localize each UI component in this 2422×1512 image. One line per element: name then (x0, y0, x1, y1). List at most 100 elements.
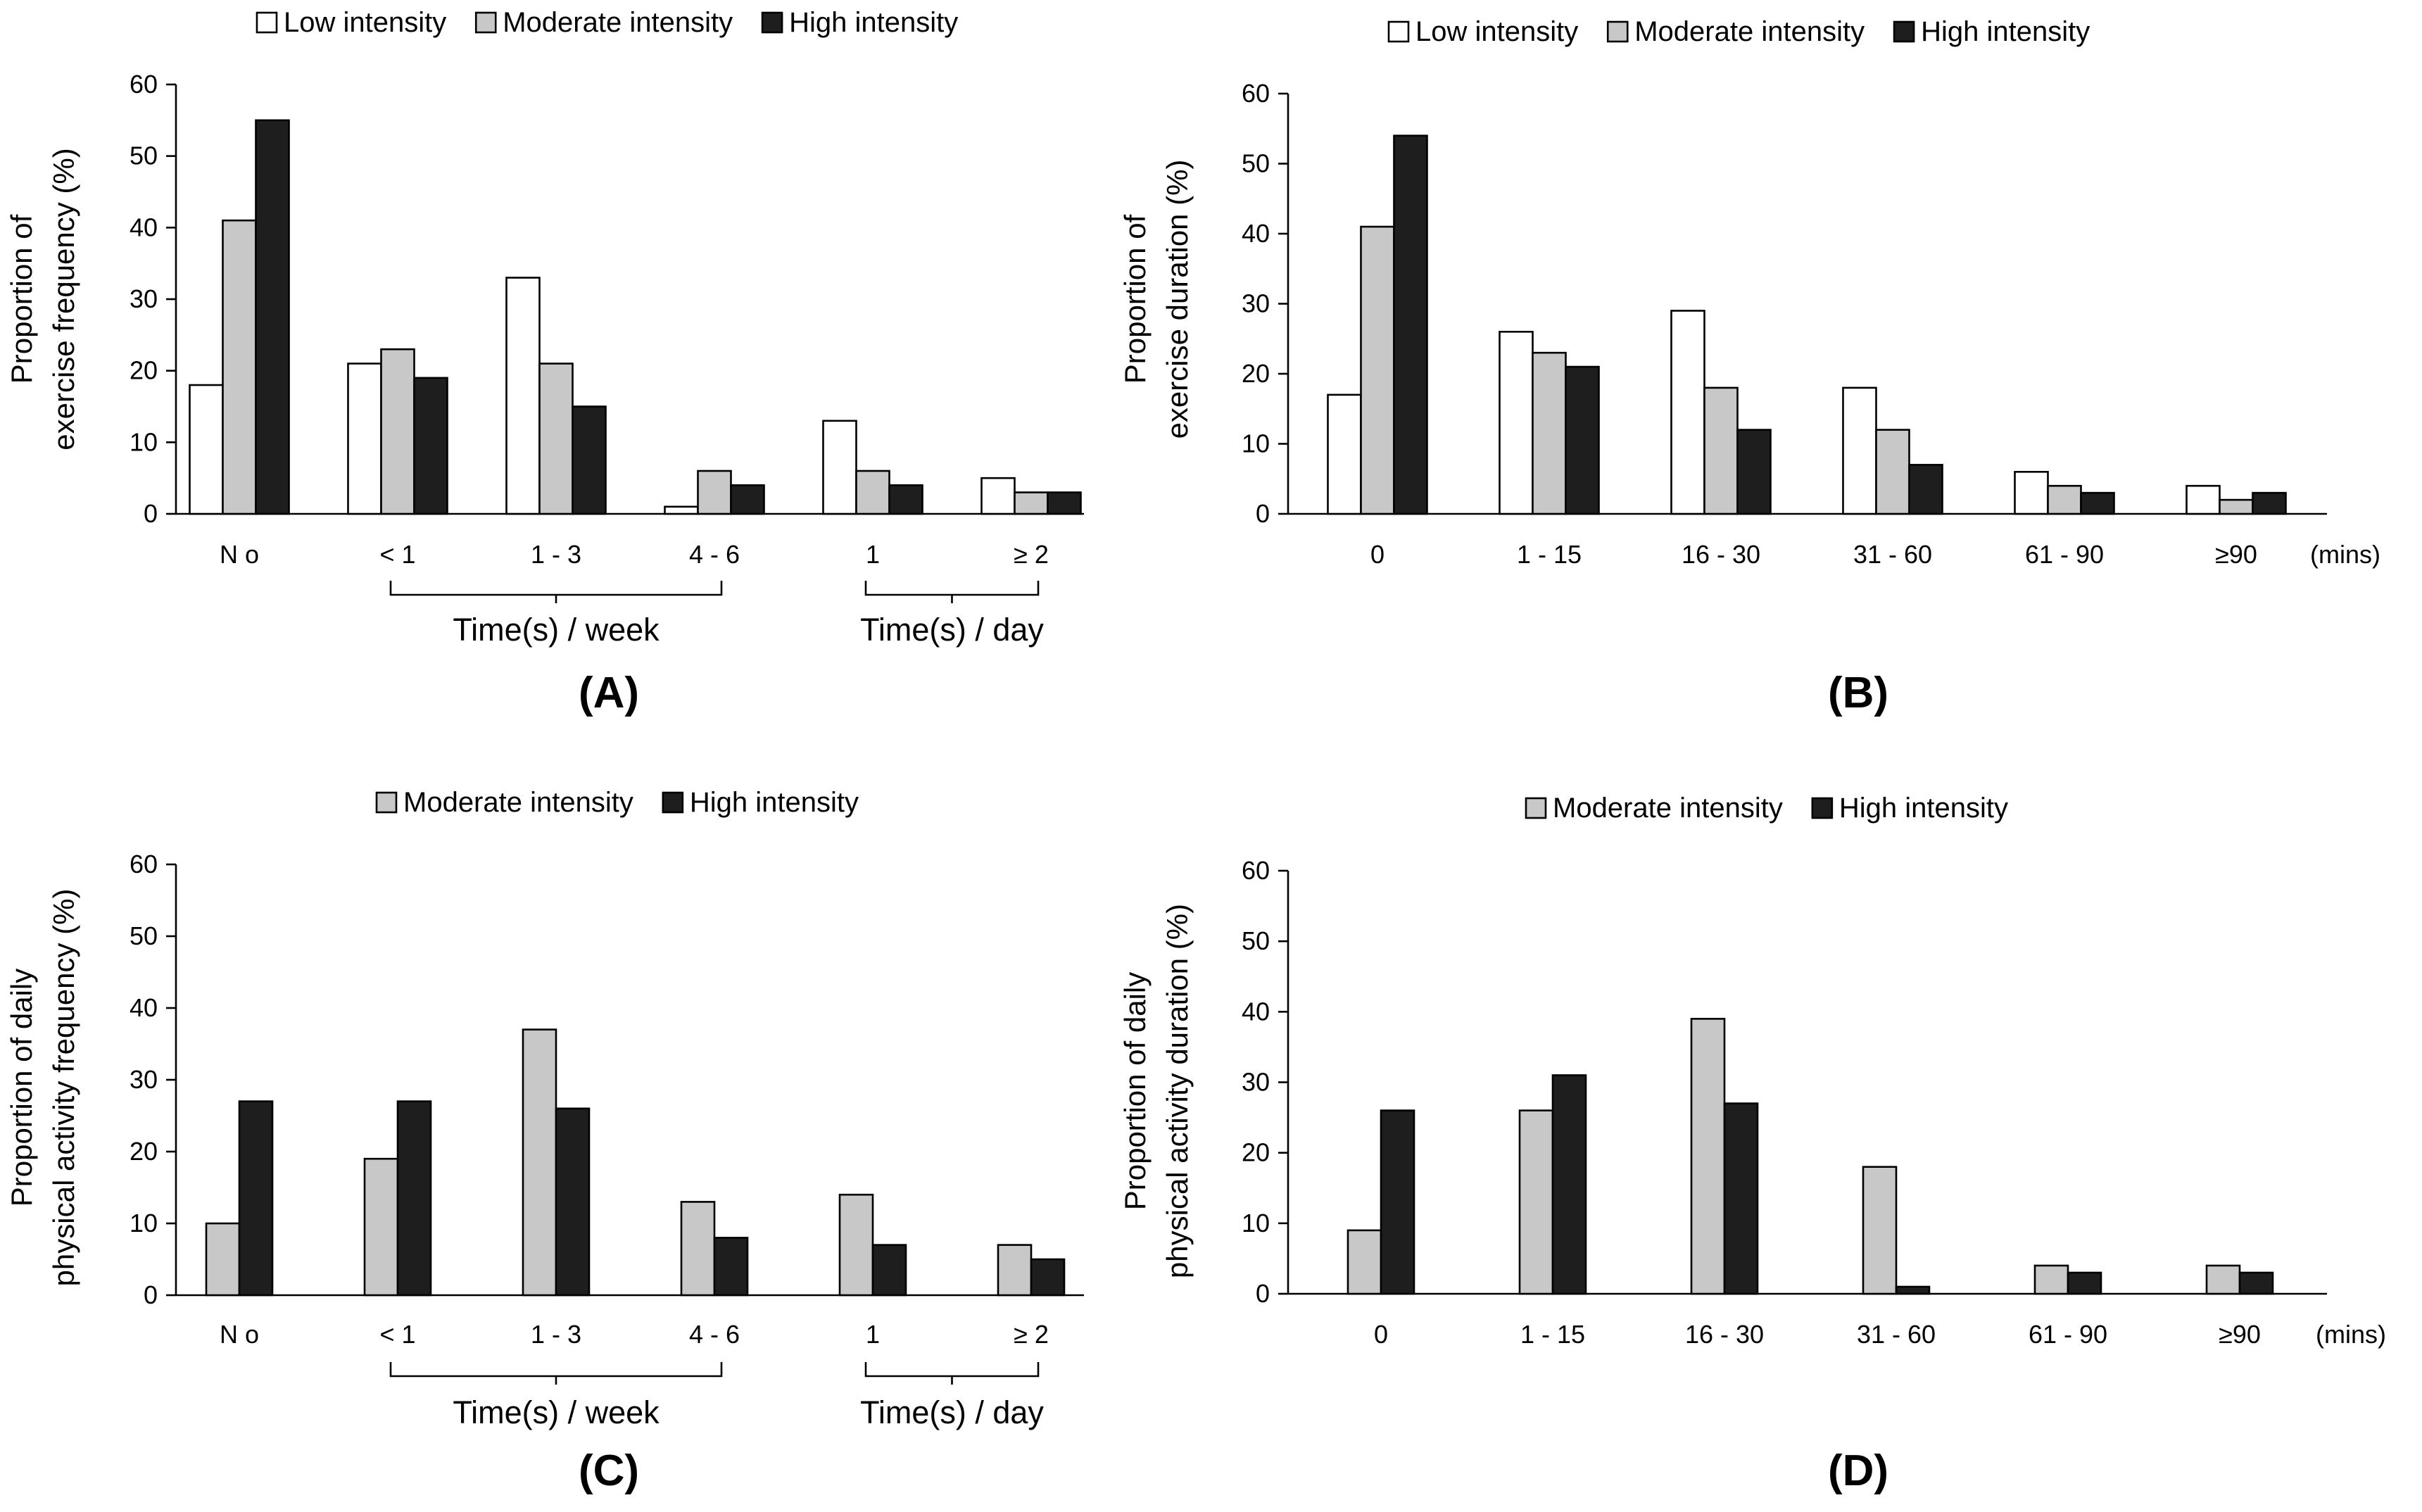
y-axis: 0 10 20 30 40 50 60 (1242, 856, 1289, 1308)
bracket-line (389, 581, 723, 603)
x-tick-label: ≥ 2 (1014, 540, 1049, 569)
chart-a: Low intensity Moderate intensity High inte… (5, 7, 1084, 717)
y-axis-label-line2: physical activity duration (%) (1161, 904, 1194, 1278)
panel-label: (B) (1828, 669, 1888, 717)
bar-high-intensity (1551, 1074, 1587, 1295)
y-tick-label: 0 (144, 499, 158, 528)
y-axis-label: Proportion of daily physical activity dur… (1118, 904, 1194, 1278)
bar-high-intensity (1030, 1258, 1066, 1297)
group-bracket: Time(s) / day (860, 1362, 1044, 1430)
y-tick-label: 0 (1256, 499, 1270, 528)
y-tick-label: 30 (130, 1065, 158, 1094)
bar-high-intensity (730, 484, 765, 515)
y-axis-label: Proportion of exercise frequency (%) (5, 148, 80, 451)
legend-item: Moderate intensity (474, 7, 733, 38)
x-tick-label: 4 - 6 (689, 540, 740, 569)
bar-high-intensity (396, 1100, 432, 1297)
y-axis-label: Proportion of exercise duration (%) (1118, 160, 1194, 439)
legend-swatch (1606, 20, 1629, 43)
y-tick-label: 50 (1242, 926, 1270, 955)
y-tick-label: 0 (1256, 1279, 1270, 1308)
legend-item: High intensity (662, 787, 859, 818)
bar-high-intensity (1736, 429, 1772, 515)
bar-moderate-intensity (2219, 498, 2254, 515)
group-bracket: Time(s) / week (389, 581, 723, 648)
y-axis-label-line1: Proportion of daily (5, 969, 38, 1207)
y-tick-label: 40 (130, 213, 158, 241)
bar-low-intensity (980, 477, 1016, 515)
y-tick-label: 10 (130, 1209, 158, 1237)
bar-moderate-intensity (522, 1028, 557, 1297)
bar-moderate-intensity (855, 470, 890, 515)
y-tick-label: 60 (130, 70, 158, 99)
group-bracket: Time(s) / day (860, 581, 1044, 648)
legend-item: High intensity (1811, 793, 2008, 824)
x-tick-label: 61 - 90 (2025, 540, 2104, 569)
bar-high-intensity (1908, 464, 1943, 515)
bar-moderate-intensity (1532, 351, 1567, 515)
y-axis-label-line1: Proportion of (1118, 214, 1152, 384)
x-unit-label: (mins) (2310, 540, 2380, 569)
panel-label: (C) (579, 1447, 639, 1495)
legend-label: High intensity (690, 787, 859, 818)
bar-moderate-intensity (838, 1193, 874, 1297)
chart-d: Moderate intensity High intensity 0 10 20 30 4… (1118, 793, 2386, 1495)
group-label: Time(s) / day (860, 1394, 1044, 1430)
x-tick-labels: N o < 1 1 - 3 4 - 6 1 ≥ 2 (220, 1320, 1049, 1349)
y-tick-label: 40 (130, 993, 158, 1022)
y-tick-label: 10 (130, 427, 158, 456)
bar-moderate-intensity (205, 1222, 241, 1297)
y-tick-label: 10 (1242, 1209, 1270, 1237)
legend-swatch (1525, 797, 1547, 819)
legend-swatch (375, 791, 398, 814)
bars (1327, 134, 2287, 515)
bar-high-intensity (1565, 365, 1600, 515)
y-tick-label: 20 (130, 1137, 158, 1166)
group-label: Time(s) / week (453, 1394, 660, 1430)
x-tick-label: 31 - 60 (1857, 1320, 1936, 1349)
y-tick-label: 50 (1242, 149, 1270, 178)
bracket-line (389, 1362, 723, 1385)
legend-swatch (474, 11, 497, 34)
legend-item: High intensity (1893, 16, 2090, 47)
y-tick-label: 0 (144, 1280, 158, 1309)
x-tick-label: 31 - 60 (1853, 540, 1932, 569)
bar-low-intensity (2186, 484, 2221, 515)
x-tick-label: 1 - 3 (531, 540, 581, 569)
panel-label: (A) (579, 669, 639, 717)
legend-label: High intensity (1921, 16, 2090, 47)
legend-swatch (1387, 20, 1410, 43)
legend-item: Moderate intensity (1606, 16, 1865, 47)
legend-label: Moderate intensity (503, 7, 733, 38)
legend-swatch (1811, 797, 1834, 819)
bar-low-intensity (505, 277, 541, 515)
x-tick-label: 0 (1374, 1320, 1388, 1349)
bar-moderate-intensity (1875, 429, 1910, 515)
bar-low-intensity (1499, 330, 1534, 515)
bar-moderate-intensity (1518, 1109, 1554, 1295)
y-axis-label-line2: physical activity frequency (%) (47, 889, 80, 1287)
bar-low-intensity (1327, 393, 1362, 515)
bar-low-intensity (664, 505, 699, 515)
bar-moderate-intensity (697, 470, 732, 515)
x-tick-label: N o (220, 540, 259, 569)
y-axis-label-line2: exercise duration (%) (1161, 160, 1194, 439)
bar-moderate-intensity (363, 1157, 399, 1297)
group-label: Time(s) / day (860, 612, 1044, 648)
bars (1346, 1018, 2274, 1295)
panel-label: (D) (1828, 1447, 1888, 1495)
x-tick-labels: 0 1 - 15 16 - 30 31 - 60 61 - 90 ≥90 (1370, 540, 2257, 569)
bar-moderate-intensity (1014, 491, 1049, 515)
chart-c: Moderate intensity High intensity 0 10 20 30 4… (5, 787, 1084, 1495)
x-tick-label: 61 - 90 (2029, 1320, 2107, 1349)
y-tick-label: 60 (1242, 856, 1270, 885)
legend-item: High intensity (761, 7, 958, 38)
bar-high-intensity (2080, 491, 2115, 515)
bar-high-intensity (2067, 1271, 2102, 1295)
bar-low-intensity (189, 384, 224, 515)
bar-high-intensity (2252, 491, 2287, 515)
bar-moderate-intensity (222, 219, 257, 515)
x-tick-labels: 0 1 - 15 16 - 30 31 - 60 61 - 90 ≥90 (1374, 1320, 2261, 1349)
bar-low-intensity (822, 420, 857, 515)
y-tick-label: 30 (1242, 1068, 1270, 1097)
